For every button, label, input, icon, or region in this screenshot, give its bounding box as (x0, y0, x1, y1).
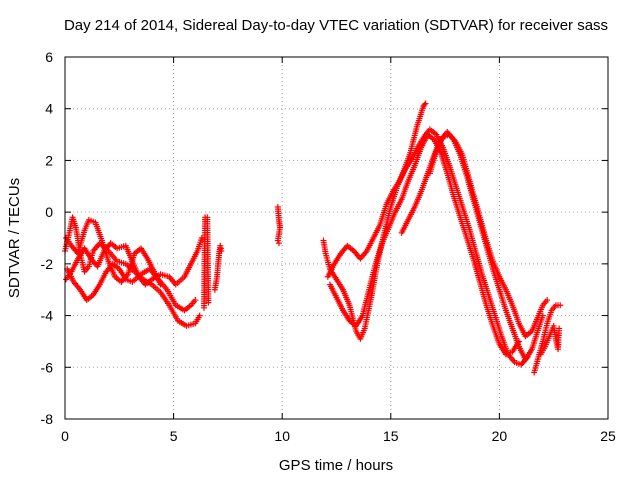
x-tick-label: 5 (170, 428, 178, 444)
data-point (196, 312, 203, 319)
data-point (544, 297, 551, 304)
y-axis-label: SDTVAR / TECUs (6, 178, 23, 298)
series-track-6 (211, 242, 225, 293)
data-point (198, 235, 205, 241)
y-tick-label: -2 (41, 256, 54, 272)
tick-layer: 0 5 10 15 20 25 -8 -6 -4 -2 0 2 4 6 (41, 49, 616, 444)
series-track-5 (201, 214, 212, 311)
plot-frame (64, 56, 609, 420)
data-point (157, 281, 164, 288)
y-tick-label: 6 (45, 49, 53, 65)
y-tick-label: 4 (45, 101, 53, 117)
series-track-13 (531, 302, 564, 376)
x-tick-label: 10 (274, 428, 290, 444)
x-axis-label: GPS time / hours (279, 457, 393, 474)
x-tick-label: 0 (61, 428, 69, 444)
data-point (556, 325, 563, 332)
data-point (192, 297, 199, 304)
x-tick-label: 25 (600, 428, 616, 444)
series-track-14 (537, 322, 563, 358)
y-tick-label: -6 (41, 359, 54, 375)
data-point (218, 247, 225, 254)
data-layer (62, 100, 564, 376)
data-point (421, 101, 428, 108)
series-track-4 (63, 216, 164, 288)
x-tick-label: 20 (492, 428, 508, 444)
series-track-7 (274, 203, 284, 247)
y-tick-label: -4 (41, 308, 54, 324)
data-point (422, 100, 429, 107)
data-point (205, 299, 212, 306)
data-point (275, 240, 282, 247)
y-tick-label: 0 (45, 204, 53, 220)
series-track-9 (324, 126, 531, 368)
y-tick-label: -8 (41, 411, 54, 427)
y-tick-label: 2 (45, 152, 53, 168)
series-track-12 (426, 131, 551, 340)
chart-title: Day 214 of 2014, Sidereal Day-to-day VTE… (64, 17, 608, 34)
x-tick-label: 15 (383, 428, 399, 444)
data-point (557, 302, 564, 309)
